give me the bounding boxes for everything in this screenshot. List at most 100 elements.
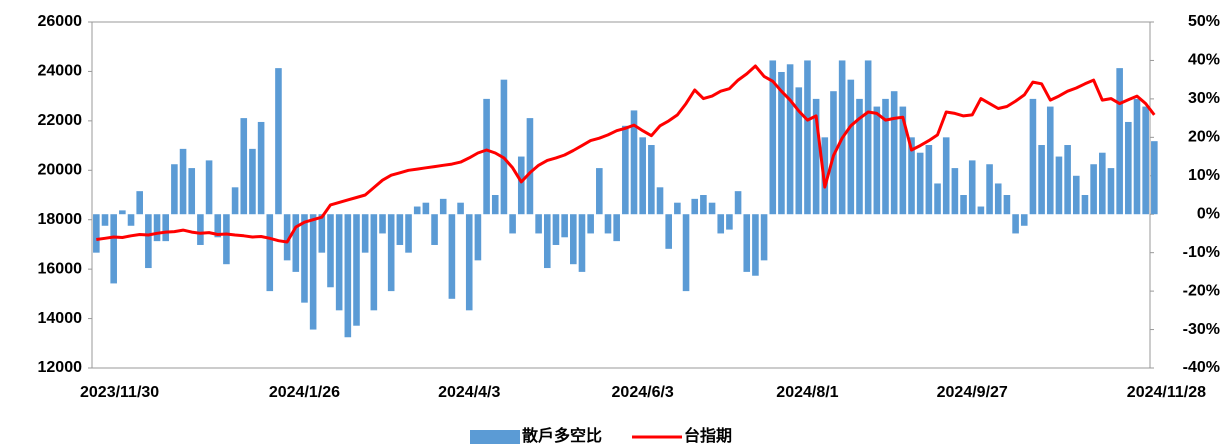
bar <box>726 214 733 230</box>
bar <box>1029 98 1037 215</box>
bar <box>1151 141 1158 215</box>
bar <box>561 214 568 238</box>
bar <box>197 214 204 245</box>
y-tick-label: 16000 <box>38 260 83 277</box>
bar <box>517 156 525 215</box>
legend-swatch <box>470 430 520 444</box>
bar <box>465 214 473 311</box>
y-tick-label: 14000 <box>38 310 83 327</box>
bar <box>309 214 317 330</box>
bar <box>1072 175 1080 215</box>
bar <box>1081 195 1089 215</box>
bar <box>951 168 959 215</box>
plot-frame <box>91 21 1151 369</box>
bar <box>1038 145 1045 215</box>
bar <box>604 214 612 234</box>
bar <box>509 214 516 234</box>
bar <box>1090 164 1097 215</box>
bar <box>1125 121 1132 215</box>
bar <box>648 145 655 215</box>
bar <box>578 214 586 272</box>
bar <box>448 214 456 299</box>
bar <box>153 214 161 242</box>
bar <box>457 202 464 215</box>
bar <box>925 145 933 215</box>
bar <box>257 121 265 215</box>
bar <box>743 214 751 272</box>
x-tick-label: 2024/11/28 <box>1127 384 1206 401</box>
bar <box>283 214 291 261</box>
bar <box>240 118 248 215</box>
bar <box>942 137 950 215</box>
bar <box>916 152 924 215</box>
bar <box>778 71 785 215</box>
bar <box>674 202 681 215</box>
bar <box>171 164 178 215</box>
bar <box>1012 214 1019 234</box>
bar <box>1003 195 1011 215</box>
bar <box>474 214 482 261</box>
bar <box>370 214 378 311</box>
bar <box>431 214 438 245</box>
legend-label: 台指期 <box>684 426 732 445</box>
bar <box>93 214 100 253</box>
bar <box>292 214 300 272</box>
bar <box>960 195 967 215</box>
bar <box>795 87 803 215</box>
bar <box>899 106 907 215</box>
y-tick-label: 24000 <box>38 63 83 80</box>
y2-tick-label: -40% <box>1183 359 1220 376</box>
bar <box>526 118 534 215</box>
bar <box>700 195 707 215</box>
bar <box>361 214 369 253</box>
bar <box>136 191 143 215</box>
bar <box>717 214 725 234</box>
y2-tick-label: 20% <box>1188 129 1220 146</box>
bar <box>786 64 794 215</box>
bar <box>1055 156 1063 215</box>
bar <box>760 214 768 261</box>
bar <box>491 195 499 215</box>
bar <box>656 187 664 215</box>
bar <box>986 164 993 215</box>
bar <box>214 214 222 238</box>
bar <box>422 202 430 215</box>
bar <box>864 60 872 215</box>
bar <box>587 214 594 234</box>
y2-tick-label: 50% <box>1188 13 1220 30</box>
bar <box>483 98 490 215</box>
bar <box>1099 152 1106 215</box>
bar <box>873 106 881 215</box>
bar <box>708 202 716 215</box>
bar <box>882 98 889 215</box>
bar <box>769 60 777 215</box>
bar <box>543 214 551 269</box>
bar <box>162 214 170 242</box>
bar <box>856 98 863 215</box>
x-tick-label: 2024/1/26 <box>269 384 340 401</box>
y-tick-label: 22000 <box>38 112 83 129</box>
y2-tick-label: -10% <box>1183 244 1220 261</box>
y-tick-label: 18000 <box>38 211 83 228</box>
bar <box>145 214 152 269</box>
bar <box>890 91 898 215</box>
bar <box>127 214 135 226</box>
bar <box>665 214 672 249</box>
bar <box>318 214 326 253</box>
y2-tick-label: -30% <box>1183 321 1220 338</box>
line <box>96 64 1156 244</box>
bar <box>1133 98 1141 215</box>
bar <box>752 214 759 276</box>
bar <box>1046 106 1054 215</box>
bar <box>812 98 820 215</box>
y2-tick-label: 0% <box>1197 205 1220 222</box>
bar <box>570 214 577 265</box>
bar <box>734 191 742 215</box>
bar <box>1142 106 1149 215</box>
bar <box>179 148 187 215</box>
legend-label: 散戶多空比 <box>522 426 602 445</box>
bar <box>639 137 646 215</box>
bar <box>110 214 117 284</box>
bar <box>119 210 126 215</box>
